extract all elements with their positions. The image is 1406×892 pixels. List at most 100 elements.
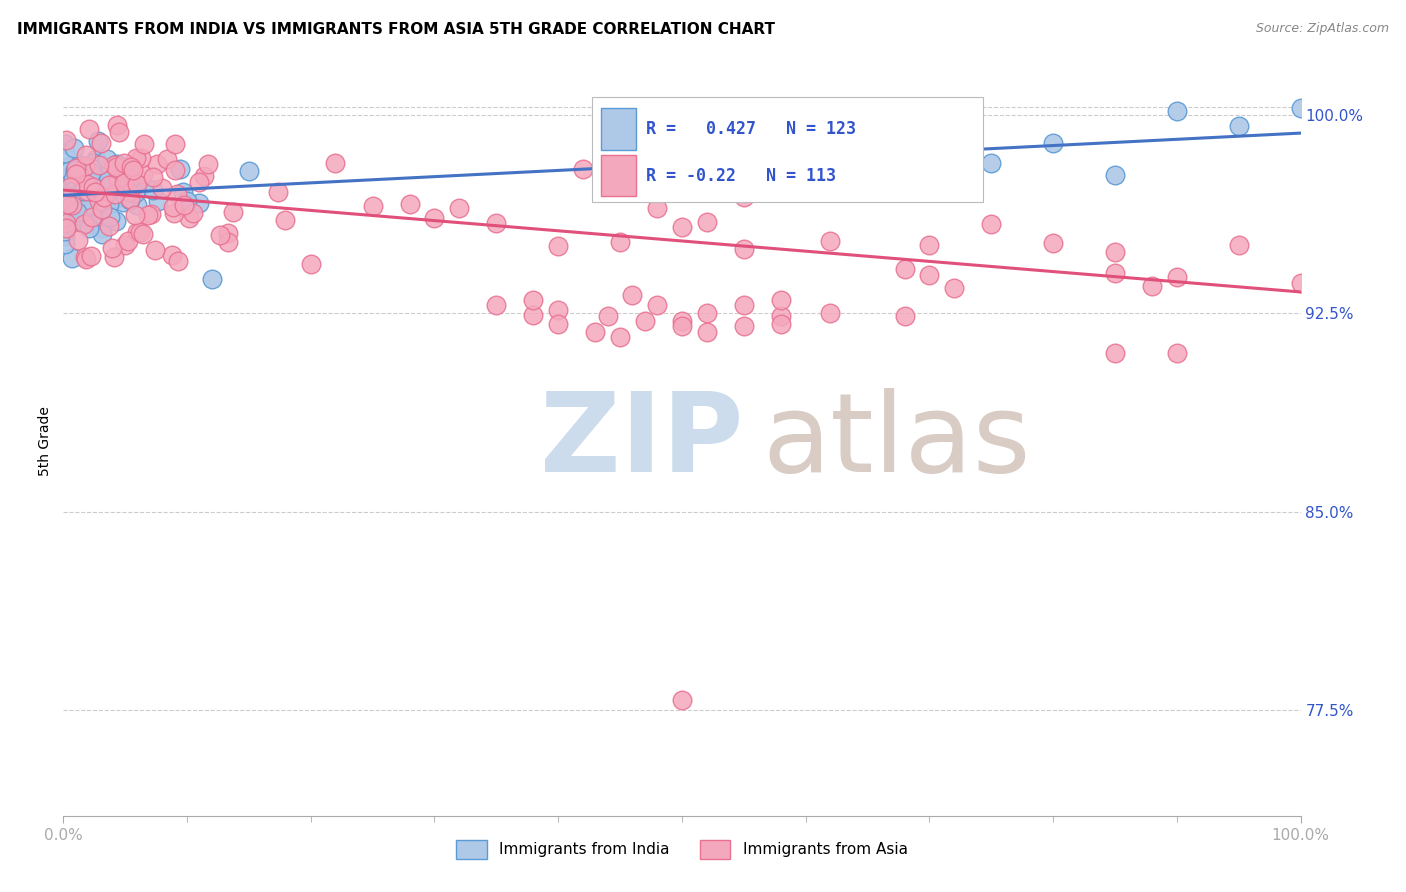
Point	[485, 216, 508, 230]
Point	[56, 160, 79, 174]
Point	[103, 250, 125, 264]
Point	[75, 202, 97, 216]
Point	[118, 173, 141, 187]
Point	[146, 194, 169, 208]
Point	[197, 157, 219, 171]
Point	[65, 167, 87, 181]
Point	[267, 186, 290, 200]
Point	[69, 194, 91, 208]
FancyBboxPatch shape	[592, 97, 983, 202]
Point	[87, 157, 110, 171]
Point	[79, 166, 101, 180]
Point	[1104, 244, 1126, 259]
Point	[63, 204, 86, 219]
Point	[398, 196, 420, 211]
Point	[1289, 276, 1312, 290]
Point	[820, 235, 842, 249]
Point	[59, 189, 82, 203]
Point	[53, 146, 76, 161]
Point	[217, 235, 239, 249]
Point	[188, 196, 211, 211]
Point	[1166, 346, 1188, 360]
Point	[82, 165, 104, 179]
Point	[75, 211, 97, 225]
Point	[75, 199, 97, 213]
Point	[66, 233, 89, 247]
Point	[87, 134, 110, 148]
Point	[139, 207, 162, 221]
Point	[856, 185, 879, 199]
Point	[162, 248, 184, 262]
Point	[73, 190, 96, 204]
Point	[77, 170, 100, 185]
Point	[73, 161, 96, 175]
Point	[131, 151, 153, 165]
Point	[117, 163, 139, 178]
Point	[645, 298, 668, 312]
Point	[79, 184, 101, 198]
Point	[165, 136, 187, 151]
Point	[609, 330, 631, 344]
Point	[112, 156, 135, 170]
Point	[105, 157, 128, 171]
Point	[127, 198, 149, 212]
Point	[55, 133, 77, 147]
Point	[111, 160, 134, 174]
Point	[118, 192, 141, 206]
Point	[65, 161, 87, 175]
Point	[136, 208, 159, 222]
Text: R =   0.427   N = 123: R = 0.427 N = 123	[645, 120, 856, 138]
Point	[97, 173, 120, 187]
Point	[733, 242, 755, 256]
Point	[596, 309, 619, 323]
Point	[63, 183, 86, 197]
Point	[80, 249, 103, 263]
Point	[114, 237, 136, 252]
Point	[70, 209, 93, 223]
Point	[66, 179, 89, 194]
Point	[75, 252, 97, 267]
Point	[75, 250, 97, 264]
Point	[671, 219, 693, 234]
Point	[103, 191, 125, 205]
Point	[238, 164, 260, 178]
Point	[55, 214, 77, 228]
Point	[83, 175, 105, 189]
Point	[176, 194, 198, 208]
Point	[65, 202, 87, 217]
Point	[769, 293, 792, 307]
Point	[124, 186, 146, 200]
Point	[80, 161, 103, 175]
Point	[118, 185, 141, 199]
Point	[423, 211, 446, 225]
Point	[67, 177, 90, 191]
Point	[63, 185, 86, 199]
Point	[547, 317, 569, 331]
Point	[83, 185, 105, 199]
Point	[59, 194, 82, 209]
Point	[112, 177, 135, 191]
Legend: Immigrants from India, Immigrants from Asia: Immigrants from India, Immigrants from A…	[450, 834, 914, 864]
Point	[55, 179, 77, 194]
Point	[53, 186, 76, 200]
Point	[132, 227, 155, 241]
Point	[361, 199, 384, 213]
Point	[163, 163, 186, 178]
Point	[91, 202, 114, 217]
Point	[65, 180, 87, 194]
Point	[696, 164, 718, 178]
Point	[172, 185, 194, 199]
Point	[125, 152, 148, 166]
Point	[69, 174, 91, 188]
Point	[55, 195, 77, 210]
Point	[274, 212, 297, 227]
Point	[53, 211, 76, 225]
Point	[53, 187, 76, 202]
Point	[132, 167, 155, 181]
Point	[794, 177, 817, 191]
Point	[208, 227, 231, 242]
Point	[58, 164, 80, 178]
Point	[53, 137, 76, 152]
Point	[1289, 101, 1312, 115]
Point	[100, 210, 122, 224]
